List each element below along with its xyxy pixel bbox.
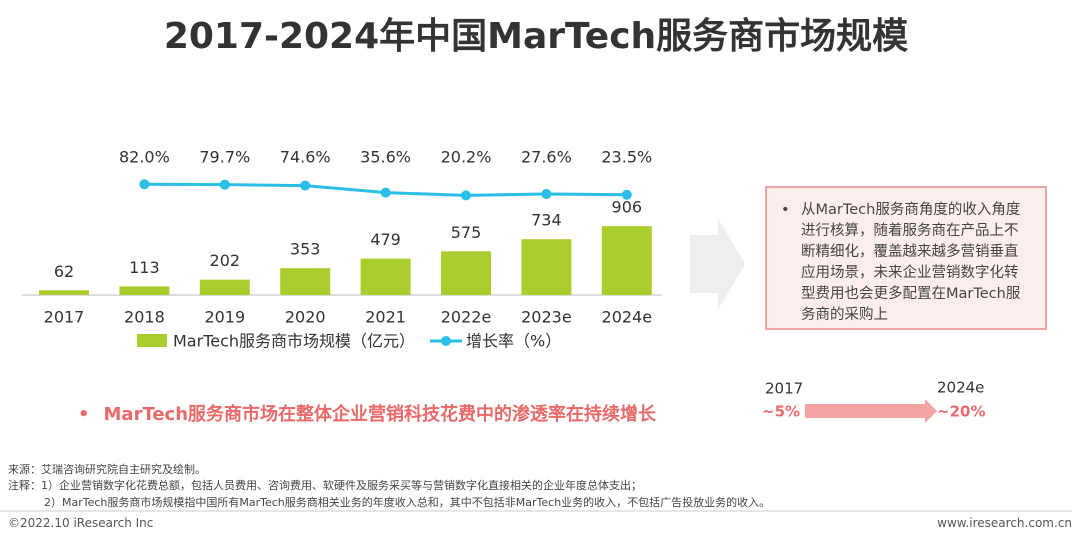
note-box: 从MarTech服务商角度的收入角度进行核算，随着服务商在产品上不断精细化，覆盖… xyxy=(765,186,1047,330)
line-label: 20.2% xyxy=(441,148,492,167)
bar-label: 734 xyxy=(531,211,562,230)
x-tick-label: 2023e xyxy=(521,308,572,327)
bar-label: 575 xyxy=(451,223,482,242)
x-tick-label: 2018 xyxy=(124,308,165,327)
line-point xyxy=(139,179,150,190)
bar xyxy=(441,251,491,295)
highlight: MarTech服务商市场在整体企业营销科技花费中的渗透率在持续增长 xyxy=(78,400,657,426)
line-label: 74.6% xyxy=(280,148,331,167)
legend-swatch xyxy=(137,334,167,347)
bar-label: 113 xyxy=(129,258,160,277)
source-note: 2）MarTech服务商市场规模指中国所有MarTech服务商相关业务的年度收入… xyxy=(44,496,771,509)
footer-right: www.iresearch.com.cn xyxy=(937,516,1072,530)
footer-left: ©2022.10 iResearch Inc xyxy=(8,516,154,530)
x-tick-label: 2019 xyxy=(204,308,245,327)
x-tick-label: 2020 xyxy=(285,308,326,327)
legend-label: MarTech服务商市场规模（亿元） xyxy=(173,332,415,351)
line-point xyxy=(541,189,552,200)
big-arrow xyxy=(690,218,745,310)
line-point xyxy=(300,180,311,191)
bar xyxy=(119,286,170,295)
source-note: 注释：1）企业营销数字化花费总额，包括人员费用、咨询费用、软硬件及服务采买等与营… xyxy=(8,479,642,492)
bar-label: 479 xyxy=(370,230,401,249)
chart-title: 2017-2024年中国MarTech服务商市场规模 xyxy=(164,16,908,57)
x-tick-label: 2024e xyxy=(602,308,653,327)
legend-swatch xyxy=(441,336,451,346)
compare-from-value: ~5% xyxy=(762,403,800,421)
x-tick-label: 2022e xyxy=(441,308,492,327)
line-label: 23.5% xyxy=(601,148,652,167)
line-label: 35.6% xyxy=(360,148,411,167)
bar xyxy=(199,279,250,295)
bar-label: 62 xyxy=(54,262,74,281)
line-point xyxy=(219,179,230,190)
line-point xyxy=(621,189,632,200)
source: 来源：艾瑞咨询研究院自主研究及绘制。 xyxy=(8,463,206,476)
bar xyxy=(521,239,572,295)
bar xyxy=(280,268,331,295)
bar xyxy=(39,290,89,295)
line-point xyxy=(461,190,471,201)
bar xyxy=(360,258,411,295)
x-tick-label: 2017 xyxy=(44,308,85,327)
compare-to-value: ~20% xyxy=(937,403,985,421)
compare-from-label: 2017 xyxy=(765,380,803,398)
bar-label: 906 xyxy=(612,198,643,217)
line-label: 27.6% xyxy=(521,148,572,167)
compare-to-label: 2024e xyxy=(937,379,984,397)
bar-label: 202 xyxy=(210,251,241,270)
bar xyxy=(601,226,652,295)
bar-label: 353 xyxy=(290,240,321,259)
compare-arrow xyxy=(805,399,937,423)
line-label: 82.0% xyxy=(119,148,170,167)
legend-label: 增长率（%） xyxy=(466,332,561,351)
line-label: 79.7% xyxy=(199,148,250,167)
x-tick-label: 2021 xyxy=(365,308,406,327)
line-point xyxy=(380,187,391,198)
